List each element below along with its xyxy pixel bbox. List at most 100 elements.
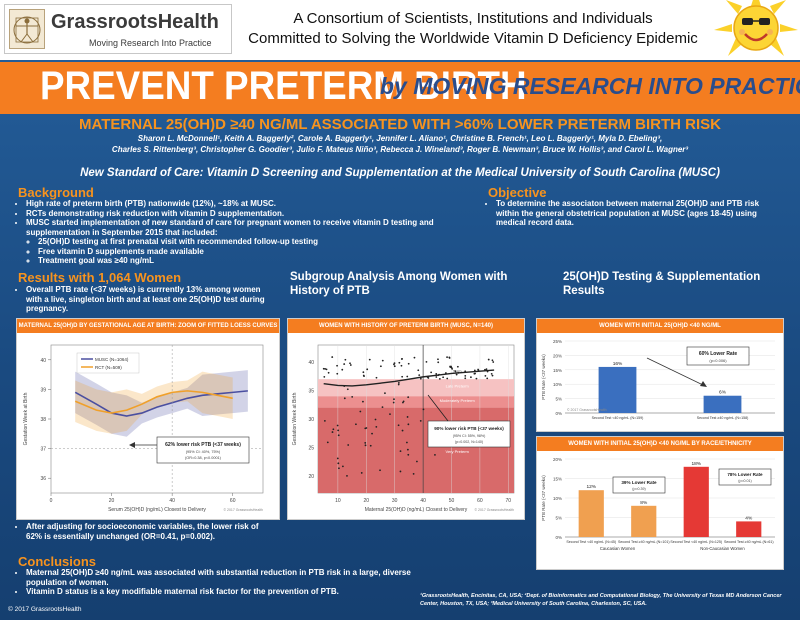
data-point bbox=[365, 427, 368, 429]
data-point bbox=[438, 377, 441, 380]
data-point bbox=[464, 374, 467, 377]
y-tick-label: 15% bbox=[553, 477, 562, 482]
standard-of-care-subtitle: New Standard of Care: Vitamin D Screenin… bbox=[80, 167, 720, 179]
data-point bbox=[400, 364, 403, 367]
chart-footnote: © 2017 GrassrootsHealth bbox=[223, 508, 263, 512]
data-point bbox=[418, 374, 421, 377]
y-axis-label: Gestation Week at Birth bbox=[292, 392, 298, 445]
data-point bbox=[323, 375, 326, 378]
subgroup-heading: Subgroup Analysis Among Women with Histo… bbox=[290, 271, 508, 297]
data-point bbox=[464, 377, 467, 380]
x-tick-label: 10 bbox=[335, 498, 341, 504]
data-point bbox=[406, 441, 408, 444]
chart-footnote: © 2017 GrassrootsHealth bbox=[474, 508, 514, 512]
data-point bbox=[470, 376, 472, 379]
annotation-detail: (p=0.01) bbox=[738, 479, 752, 483]
data-point bbox=[401, 429, 404, 432]
conclusions-heading: Conclusions bbox=[18, 554, 97, 569]
divider bbox=[0, 110, 800, 114]
bar-value-label: 4% bbox=[745, 515, 753, 521]
data-point bbox=[349, 362, 351, 365]
series-line bbox=[74, 390, 233, 414]
data-point bbox=[337, 434, 340, 437]
data-point bbox=[454, 370, 457, 373]
data-point bbox=[351, 395, 354, 398]
y-axis-label: PTB Rate (<37 weeks) bbox=[541, 354, 546, 400]
data-point bbox=[487, 358, 490, 361]
data-point bbox=[346, 474, 348, 477]
data-point bbox=[417, 369, 420, 372]
y-tick-label: 20% bbox=[553, 457, 562, 462]
data-point bbox=[402, 401, 404, 404]
data-point bbox=[437, 361, 440, 364]
data-point bbox=[413, 356, 416, 359]
band-label: Term bbox=[453, 368, 463, 373]
y-tick-label: 0% bbox=[555, 535, 562, 540]
background-subbullet: Treatment goal was ≥40 ng/mL bbox=[38, 256, 486, 266]
data-point bbox=[474, 372, 476, 375]
data-point bbox=[406, 416, 409, 418]
data-point bbox=[360, 472, 363, 474]
x-tick-label: Second Test ≥40 ng/mL (N=158) bbox=[697, 416, 749, 420]
risk-band bbox=[318, 379, 514, 397]
annotation-text: 39% Lower Rate bbox=[621, 480, 657, 485]
band-label: Moderately Preterm bbox=[440, 398, 476, 403]
data-point bbox=[384, 392, 386, 395]
background-subbullet: 25(OH)D testing at first prenatal visit … bbox=[38, 237, 486, 247]
x-tick-label: Second Test <40 ng/mL (N=125) bbox=[670, 540, 722, 544]
bar bbox=[683, 466, 709, 537]
annotation-arrow bbox=[646, 357, 704, 386]
y-tick-label: 40 bbox=[308, 360, 314, 366]
annotation-detail: (p=0.006) bbox=[709, 358, 727, 363]
data-point bbox=[362, 400, 364, 403]
annotation-text: 62% lower risk PTB (<37 weeks) bbox=[165, 442, 241, 448]
fitted-curve bbox=[323, 369, 495, 387]
title-banner: PREVENT PRETERM BIRTH by MOVING RESEARCH… bbox=[0, 62, 800, 110]
affiliations: ¹GrassrootsHealth, Encinitas, CA, USA; ²… bbox=[420, 593, 782, 607]
bar-chart: 0% 5% 10% 15% 20% 25% 16% Second Test <40 ng/mL… bbox=[541, 339, 775, 420]
series-line bbox=[74, 390, 248, 417]
data-point bbox=[343, 363, 346, 365]
bar bbox=[578, 490, 604, 537]
data-point bbox=[407, 396, 410, 399]
x-tick-label: Second Test ≥40 ng/mL (N=61) bbox=[724, 540, 774, 544]
data-point bbox=[369, 444, 372, 447]
testing-heading: 25(OH)D Testing & Supplementation Result… bbox=[563, 271, 761, 297]
data-point bbox=[401, 375, 404, 378]
annotation-arrowhead bbox=[700, 381, 707, 387]
data-point bbox=[364, 441, 367, 444]
chart-title: WOMEN WITH INITIAL 25(OH)D <40 NG/ML bbox=[537, 319, 783, 333]
data-point bbox=[399, 450, 402, 453]
annotation-detail: (p=0.002, N=140) bbox=[455, 440, 483, 444]
annotation-text: 90% lower risk PTB (<37 weeks) bbox=[434, 426, 504, 431]
data-point bbox=[398, 361, 401, 364]
y-tick-label: 25 bbox=[308, 445, 314, 451]
data-point bbox=[327, 371, 330, 374]
data-point bbox=[448, 357, 451, 359]
data-point bbox=[363, 375, 365, 378]
data-point bbox=[331, 431, 334, 433]
data-point bbox=[427, 377, 430, 379]
legend-label: RCT (N=509) bbox=[95, 365, 122, 370]
annotation-arrow bbox=[427, 394, 449, 422]
data-point bbox=[374, 418, 377, 421]
objective-heading: Objective bbox=[488, 185, 547, 200]
bar-value-label: 12% bbox=[586, 484, 596, 490]
data-point bbox=[412, 472, 415, 475]
y-tick-label: 20% bbox=[553, 353, 562, 358]
loess-chart-panel: MATERNAL 25(OH)D BY GESTATIONAL AGE AT B… bbox=[16, 318, 280, 520]
data-point bbox=[492, 361, 495, 363]
data-point bbox=[389, 413, 391, 416]
data-point bbox=[484, 374, 487, 377]
conclusions-bullet: Vitamin D status is a key modifiable mat… bbox=[26, 587, 416, 597]
data-point bbox=[336, 372, 339, 375]
y-tick-label: 36 bbox=[40, 476, 46, 482]
annotation-arrowhead bbox=[129, 442, 135, 448]
race-bar-chart: 0% 5% 10% 15% 20% 12% Second Test <40 ng/mL (N… bbox=[541, 457, 775, 551]
chart-title: MATERNAL 25(OH)D BY GESTATIONAL AGE AT B… bbox=[17, 319, 279, 333]
results-bullets-2: After adjusting for socioeconomic variab… bbox=[16, 522, 276, 541]
x-axis-label: Maternal 25(OH)D (ng/mL) Closest to Deli… bbox=[365, 507, 468, 513]
results-bullets: Overall PTB rate (<37 weeks) is currrent… bbox=[16, 285, 266, 314]
data-point bbox=[341, 368, 344, 371]
data-point bbox=[381, 359, 384, 362]
